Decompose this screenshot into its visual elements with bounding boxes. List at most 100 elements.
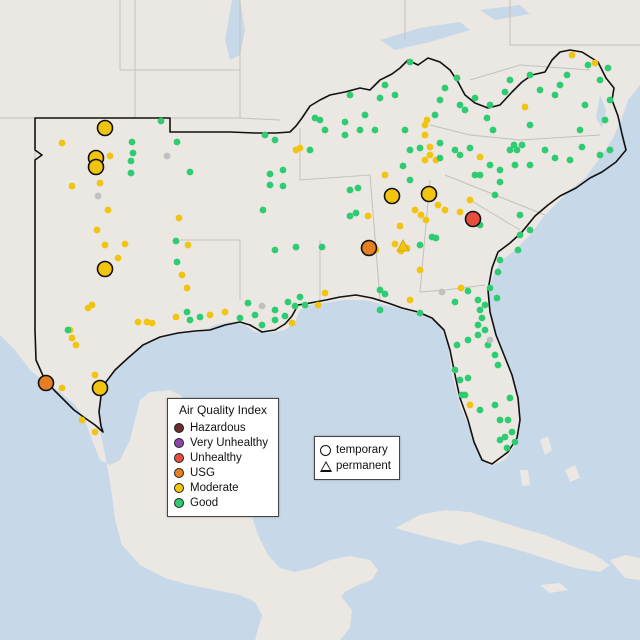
monitor-site-good[interactable] bbox=[306, 146, 314, 154]
monitor-site-moderate[interactable] bbox=[143, 318, 151, 326]
monitor-site-good[interactable] bbox=[127, 169, 135, 177]
monitor-site-good[interactable] bbox=[506, 76, 514, 84]
monitor-site-moderate[interactable] bbox=[457, 284, 465, 292]
monitor-site-good[interactable] bbox=[481, 326, 489, 334]
monitor-site-good[interactable] bbox=[584, 61, 592, 69]
monitor-site-moderate[interactable] bbox=[72, 341, 80, 349]
monitor-site-good[interactable] bbox=[514, 246, 522, 254]
monitor-site-good[interactable] bbox=[596, 151, 604, 159]
monitor-site-good[interactable] bbox=[501, 88, 509, 96]
monitor-site-good[interactable] bbox=[271, 306, 279, 314]
monitor-site-good[interactable] bbox=[491, 401, 499, 409]
monitor-site-moderate[interactable] bbox=[296, 144, 304, 152]
monitor-site-good[interactable] bbox=[464, 336, 472, 344]
monitor-site-moderate[interactable] bbox=[426, 151, 434, 159]
monitor-site-good[interactable] bbox=[321, 126, 329, 134]
monitor-site-moderate[interactable] bbox=[422, 216, 430, 224]
monitor-site-moderate[interactable] bbox=[84, 304, 92, 312]
monitor-site-good[interactable] bbox=[356, 126, 364, 134]
monitor-site-moderate[interactable] bbox=[396, 222, 404, 230]
monitor-site-good[interactable] bbox=[576, 126, 584, 134]
monitor-site-good[interactable] bbox=[296, 293, 304, 301]
monitor-site-good[interactable] bbox=[494, 361, 502, 369]
monitor-site-moderate[interactable] bbox=[91, 371, 99, 379]
monitor-site-good[interactable] bbox=[376, 306, 384, 314]
monitor-site-good[interactable] bbox=[453, 341, 461, 349]
monitor-site-moderate[interactable] bbox=[456, 208, 464, 216]
monitor-site-good[interactable] bbox=[486, 161, 494, 169]
monitor-site-moderate[interactable] bbox=[591, 59, 599, 67]
temporary-station-moderate[interactable] bbox=[383, 187, 401, 205]
monitor-site-good[interactable] bbox=[352, 209, 360, 217]
monitor-site-good[interactable] bbox=[496, 178, 504, 186]
monitor-site-good[interactable] bbox=[431, 111, 439, 119]
monitor-site-moderate[interactable] bbox=[106, 152, 114, 160]
monitor-site-good[interactable] bbox=[196, 313, 204, 321]
monitor-site-good[interactable] bbox=[474, 296, 482, 304]
monitor-site-good[interactable] bbox=[128, 138, 136, 146]
monitor-site-good[interactable] bbox=[526, 71, 534, 79]
monitor-site-good[interactable] bbox=[516, 231, 524, 239]
monitor-site-good[interactable] bbox=[186, 316, 194, 324]
monitor-site-moderate[interactable] bbox=[104, 206, 112, 214]
monitor-site-good[interactable] bbox=[456, 151, 464, 159]
monitor-site-moderate[interactable] bbox=[101, 241, 109, 249]
monitor-site-good[interactable] bbox=[496, 416, 504, 424]
monitor-site-moderate[interactable] bbox=[568, 51, 576, 59]
monitor-site-no_data[interactable] bbox=[163, 152, 171, 160]
monitor-site-good[interactable] bbox=[406, 58, 414, 66]
monitor-site-moderate[interactable] bbox=[78, 416, 86, 424]
monitor-site-good[interactable] bbox=[258, 321, 266, 329]
monitor-site-good[interactable] bbox=[261, 131, 269, 139]
monitor-site-moderate[interactable] bbox=[134, 318, 142, 326]
monitor-site-no_data[interactable] bbox=[258, 302, 266, 310]
monitor-site-good[interactable] bbox=[354, 184, 362, 192]
monitor-site-good[interactable] bbox=[461, 391, 469, 399]
monitor-site-good[interactable] bbox=[129, 149, 137, 157]
monitor-site-good[interactable] bbox=[526, 161, 534, 169]
monitor-site-good[interactable] bbox=[471, 94, 479, 102]
monitor-site-moderate[interactable] bbox=[58, 384, 66, 392]
temporary-station-moderate[interactable] bbox=[96, 119, 114, 137]
monitor-site-good[interactable] bbox=[406, 176, 414, 184]
monitor-site-good[interactable] bbox=[279, 182, 287, 190]
monitor-site-good[interactable] bbox=[511, 161, 519, 169]
monitor-site-moderate[interactable] bbox=[441, 206, 449, 214]
monitor-site-good[interactable] bbox=[157, 117, 165, 125]
monitor-site-good[interactable] bbox=[518, 141, 526, 149]
monitor-site-good[interactable] bbox=[581, 101, 589, 109]
monitor-site-good[interactable] bbox=[466, 144, 474, 152]
monitor-site-good[interactable] bbox=[563, 71, 571, 79]
monitor-site-good[interactable] bbox=[376, 94, 384, 102]
monitor-site-good[interactable] bbox=[526, 226, 534, 234]
monitor-site-good[interactable] bbox=[401, 126, 409, 134]
monitor-site-good[interactable] bbox=[496, 256, 504, 264]
monitor-site-good[interactable] bbox=[486, 284, 494, 292]
monitor-site-good[interactable] bbox=[478, 314, 486, 322]
monitor-site-moderate[interactable] bbox=[521, 103, 529, 111]
monitor-site-good[interactable] bbox=[508, 428, 516, 436]
monitor-site-good[interactable] bbox=[271, 136, 279, 144]
monitor-site-moderate[interactable] bbox=[411, 206, 419, 214]
monitor-site-good[interactable] bbox=[456, 101, 464, 109]
monitor-site-moderate[interactable] bbox=[421, 156, 429, 164]
monitor-site-no_data[interactable] bbox=[486, 336, 494, 344]
monitor-site-moderate[interactable] bbox=[68, 334, 76, 342]
monitor-site-good[interactable] bbox=[173, 138, 181, 146]
monitor-site-moderate[interactable] bbox=[221, 308, 229, 316]
monitor-site-moderate[interactable] bbox=[364, 212, 372, 220]
monitor-site-good[interactable] bbox=[441, 84, 449, 92]
monitor-site-good[interactable] bbox=[483, 114, 491, 122]
monitor-site-good[interactable] bbox=[511, 438, 519, 446]
monitor-site-moderate[interactable] bbox=[114, 254, 122, 262]
monitor-site-good[interactable] bbox=[341, 131, 349, 139]
monitor-site-good[interactable] bbox=[464, 374, 472, 382]
monitor-site-good[interactable] bbox=[513, 146, 521, 154]
monitor-site-good[interactable] bbox=[186, 168, 194, 176]
monitor-site-good[interactable] bbox=[476, 171, 484, 179]
monitor-site-good[interactable] bbox=[346, 186, 354, 194]
temporary-station-moderate[interactable] bbox=[96, 260, 114, 278]
monitor-site-good[interactable] bbox=[183, 308, 191, 316]
monitor-site-good[interactable] bbox=[406, 146, 414, 154]
monitor-site-good[interactable] bbox=[436, 154, 444, 162]
